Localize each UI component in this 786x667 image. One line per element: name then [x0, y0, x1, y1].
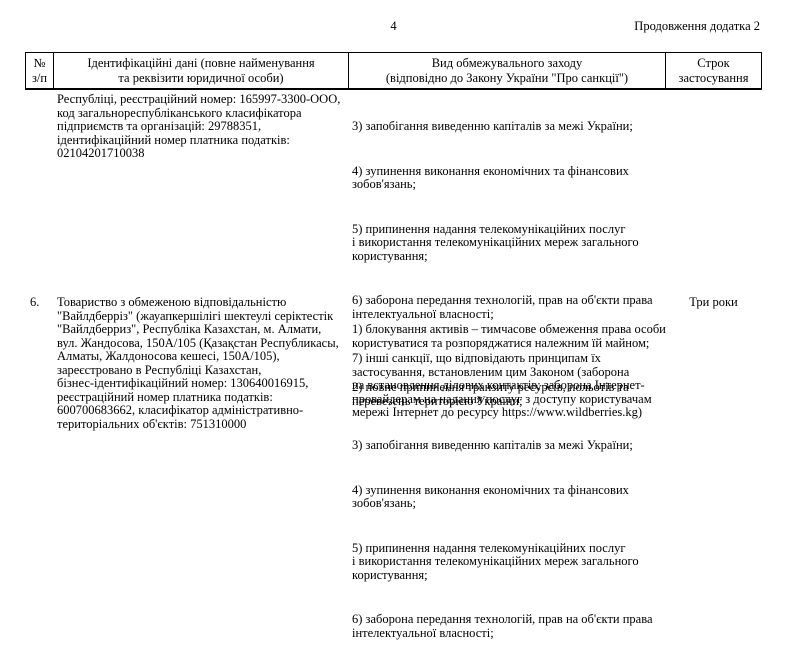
identification-data-cell: Республіці, реєстраційний номер: 165997-… — [57, 92, 341, 160]
measures-cell: 1) блокування активів – тимчасове обмеже… — [348, 293, 666, 667]
duration-cell: Три роки — [689, 295, 738, 309]
measure-item: 3) запобігання виведенню капіталів за ме… — [352, 438, 633, 452]
measures-cell: 3) запобігання виведенню капіталів за ме… — [348, 90, 665, 418]
table-row-entry6: 6. Товариство з обмеженою відповідальніс… — [25, 293, 762, 667]
measure-item: 5) припинення надання телекомунікаційних… — [352, 540, 639, 582]
page-header: 4 Продовження додатка 2 — [25, 19, 762, 34]
continuation-label: Продовження додатка 2 — [634, 19, 760, 33]
measure-item: 4) зупинення виконання економічних та фі… — [352, 163, 629, 191]
header-identification-data: Ідентифікаційні дані (повне найменування… — [53, 53, 348, 88]
page-number: 4 — [390, 19, 397, 33]
table-body: Республіці, реєстраційний номер: 165997-… — [25, 90, 762, 667]
measure-item: 6) заборона передання технологій, прав н… — [352, 612, 653, 640]
identification-data-cell: Товариство з обмеженою відповідальністю … — [57, 295, 339, 431]
table-row-entry5-continuation: Республіці, реєстраційний номер: 165997-… — [25, 90, 762, 418]
measure-item: 6) заборона передання технологій, прав н… — [352, 293, 653, 321]
table-header-row: № з/п Ідентифікаційні дані (повне наймен… — [25, 52, 762, 90]
measure-item: 4) зупинення виконання економічних та фі… — [352, 482, 629, 510]
row-number-cell: 6. — [30, 295, 40, 309]
row-number-cell — [25, 90, 53, 293]
measure-item: 5) припинення надання телекомунікаційних… — [352, 221, 639, 263]
measure-item: 2) повне припинення транзиту ресурсів, п… — [352, 380, 629, 408]
sanctions-table: № з/п Ідентифікаційні дані (повне наймен… — [25, 52, 762, 667]
measure-item: 7) інші санкції, що відповідають принцип… — [352, 351, 652, 419]
measure-item: 1) блокування активів – тимчасове обмеже… — [352, 322, 666, 350]
header-restriction-type: Вид обмежувального заходу (відповідно до… — [348, 53, 665, 88]
duration-cell — [665, 90, 762, 293]
header-duration: Строк застосування — [665, 53, 762, 88]
measure-item: 3) запобігання виведенню капіталів за ме… — [352, 119, 633, 133]
header-row-number: № з/п — [25, 53, 53, 88]
